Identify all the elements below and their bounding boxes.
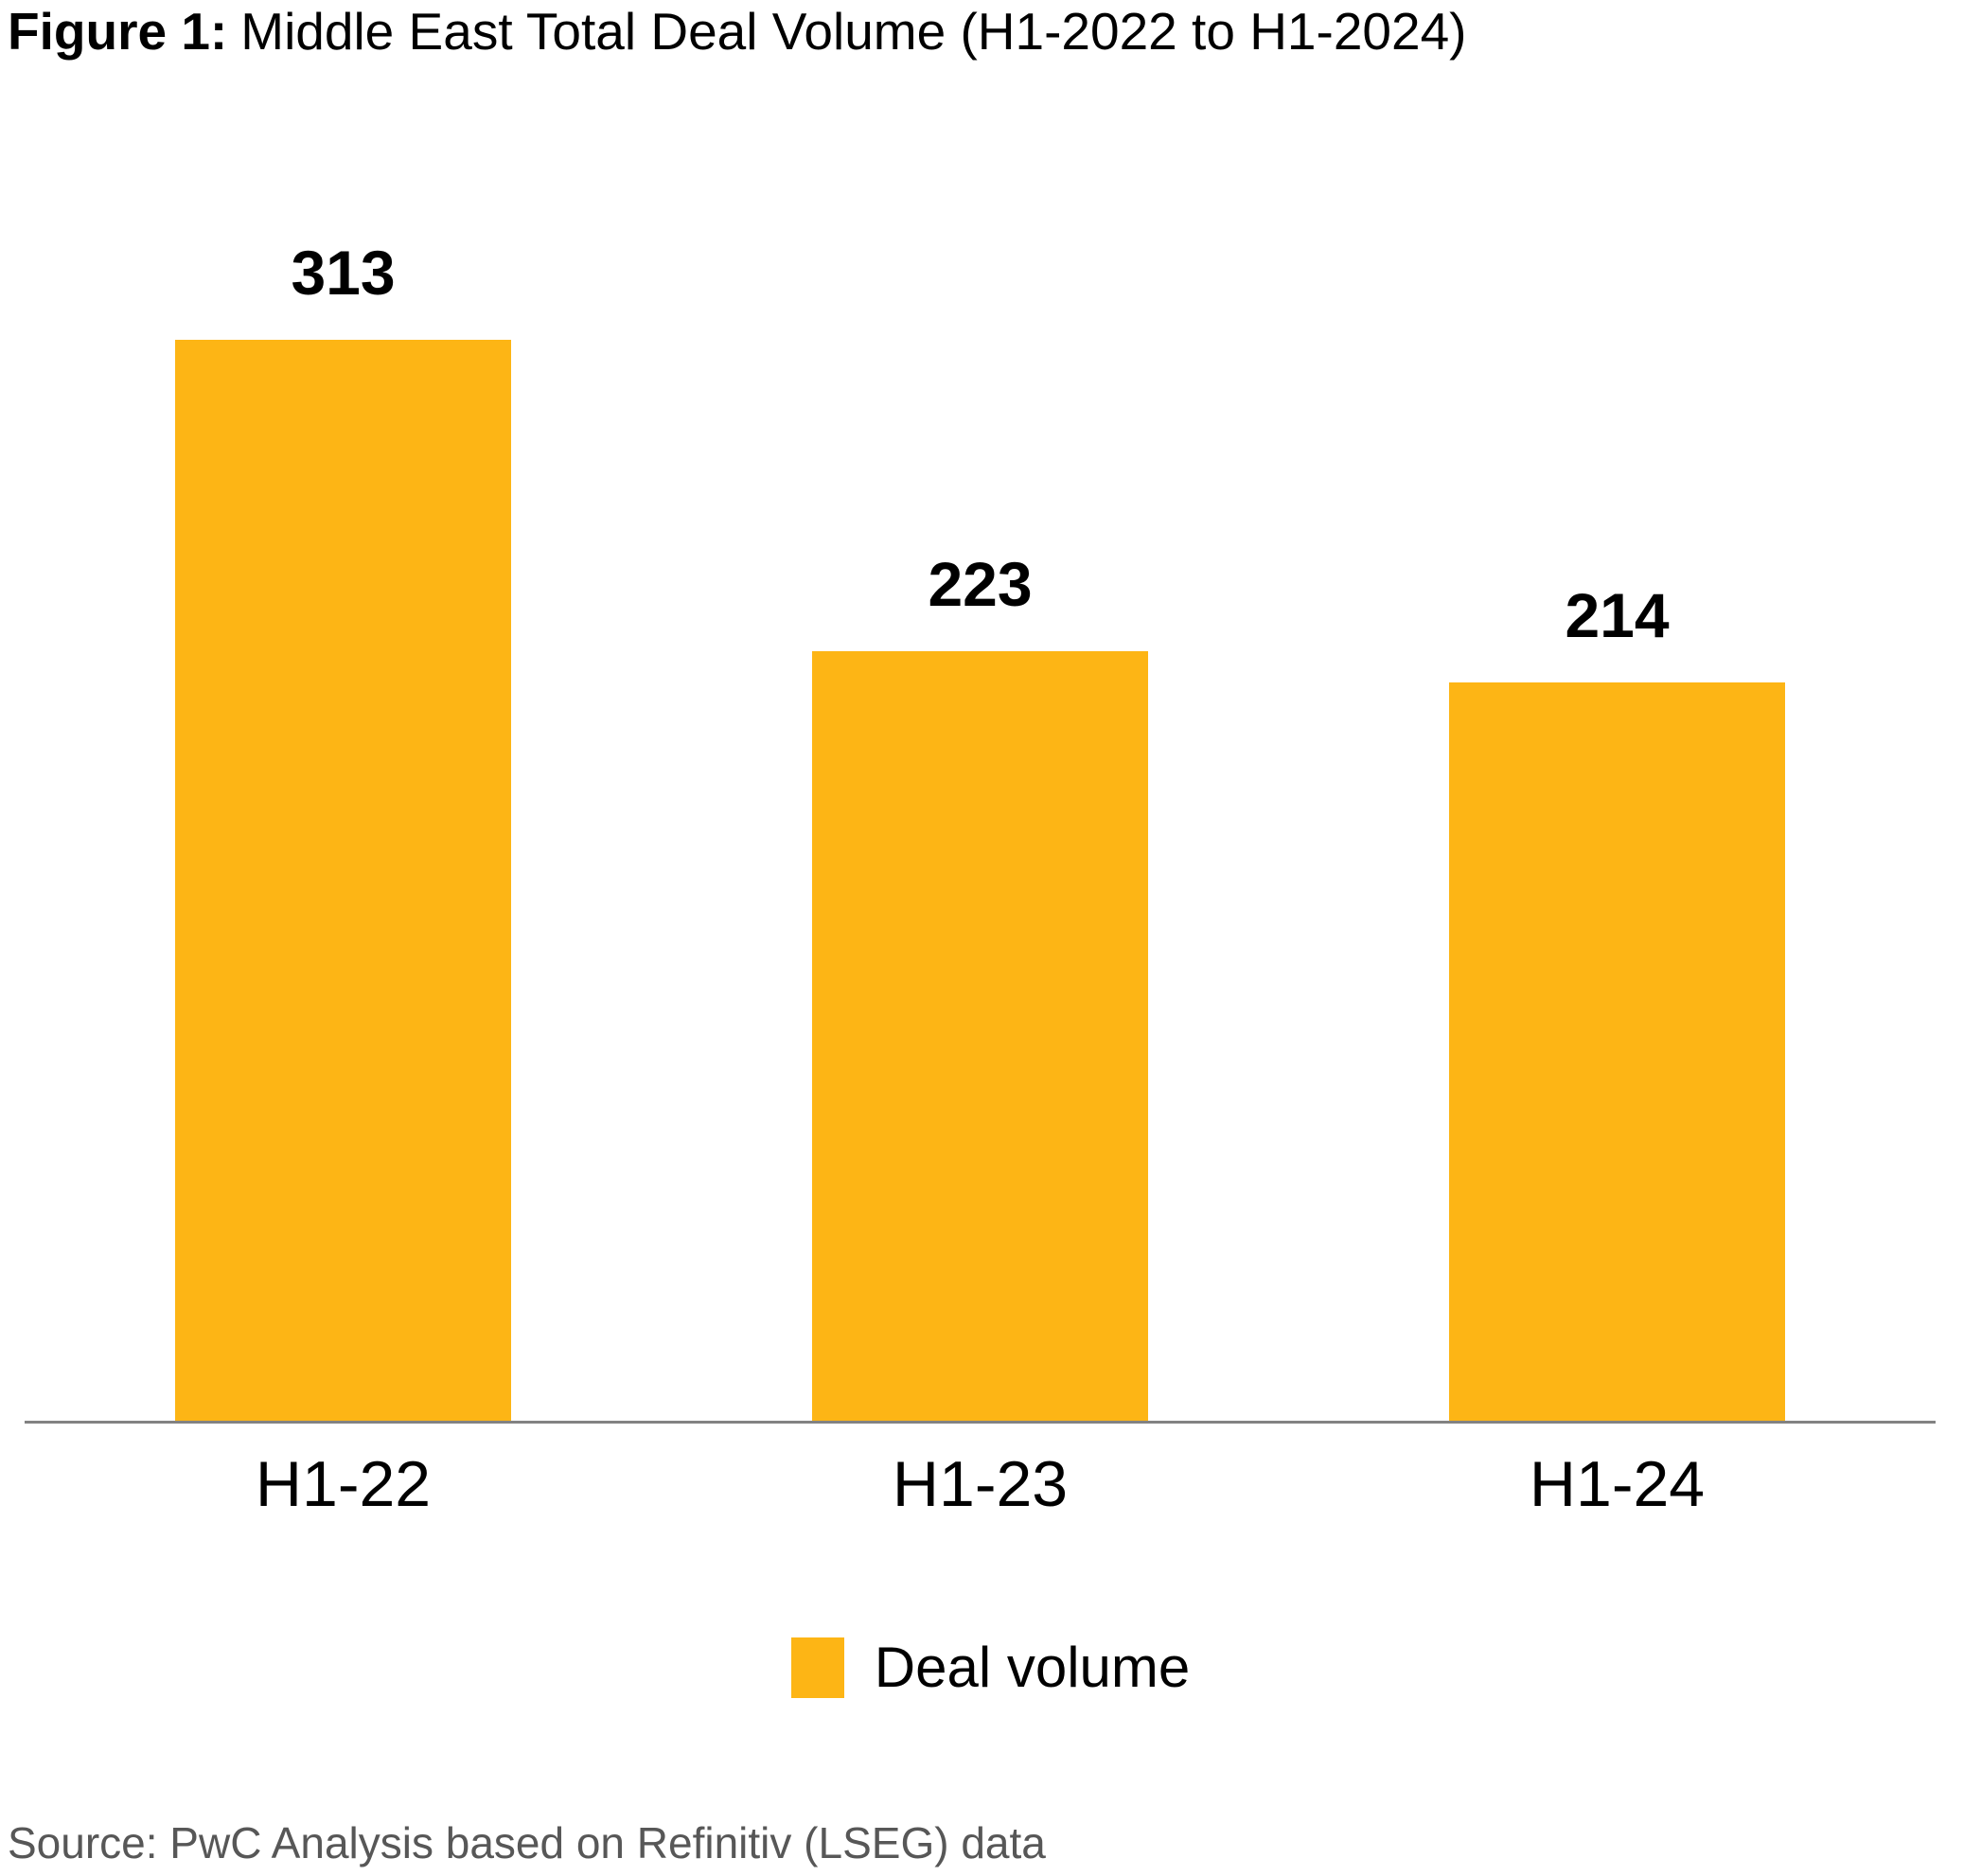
plot-area: 313 223 214 [25,232,1936,1423]
legend-label-deal-volume: Deal volume [874,1636,1191,1699]
bar [1449,682,1785,1423]
x-axis-label: H1-22 [255,1448,432,1520]
figure-title-text: Middle East Total Deal Volume (H1-2022 t… [240,2,1467,61]
x-axis-labels: H1-22 H1-23 H1-24 [25,1452,1936,1516]
bar [175,340,511,1423]
legend-swatch-deal-volume [790,1637,844,1698]
source-note: Source: PwC Analysis based on Refinitiv … [8,1818,1046,1867]
bar-value-label: 313 [291,238,396,308]
bar-column-H1-23: 223 [812,553,1148,1423]
figure-title-prefix: Figure 1: [8,2,228,61]
x-axis-label: H1-24 [1529,1448,1706,1520]
bar-column-H1-24: 214 [1449,584,1785,1423]
bar-value-label: 214 [1565,580,1670,650]
bar-column-H1-22: 313 [175,241,511,1423]
x-axis-line [25,1421,1936,1424]
figure-title: Figure 1: Middle East Total Deal Volume (… [8,2,1467,62]
bar [812,651,1148,1423]
x-axis-label: H1-23 [892,1448,1069,1520]
bar-value-label: 223 [928,549,1033,619]
chart-legend: Deal volume [0,1637,1981,1698]
